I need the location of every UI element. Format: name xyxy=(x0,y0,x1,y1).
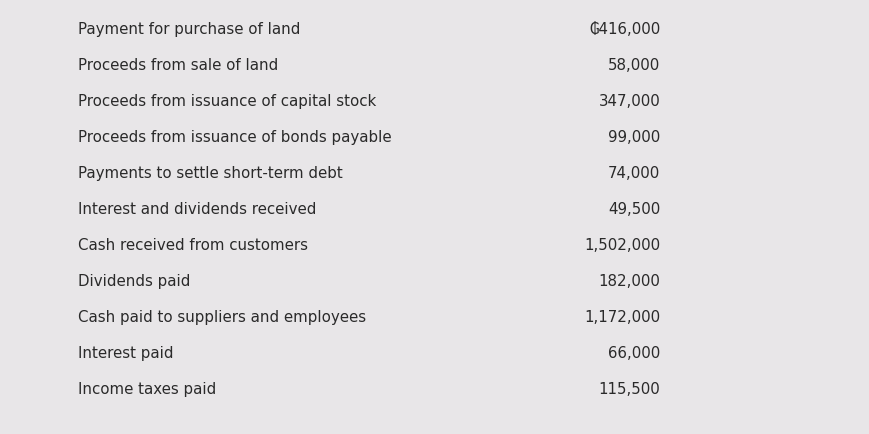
Text: 347,000: 347,000 xyxy=(599,94,660,109)
Text: 66,000: 66,000 xyxy=(608,345,660,360)
Text: 115,500: 115,500 xyxy=(599,381,660,396)
Text: Interest and dividends received: Interest and dividends received xyxy=(78,201,316,217)
Text: ₲416,000: ₲416,000 xyxy=(589,22,660,37)
Text: Payment for purchase of land: Payment for purchase of land xyxy=(78,22,301,37)
Text: 74,000: 74,000 xyxy=(608,166,660,181)
Text: 1,172,000: 1,172,000 xyxy=(584,309,660,324)
Text: 58,000: 58,000 xyxy=(608,58,660,73)
Text: Proceeds from sale of land: Proceeds from sale of land xyxy=(78,58,278,73)
Text: Cash received from customers: Cash received from customers xyxy=(78,237,308,253)
Text: 182,000: 182,000 xyxy=(599,273,660,288)
Text: Proceeds from issuance of capital stock: Proceeds from issuance of capital stock xyxy=(78,94,376,109)
Text: Interest paid: Interest paid xyxy=(78,345,174,360)
Text: 1,502,000: 1,502,000 xyxy=(584,237,660,253)
Text: Cash paid to suppliers and employees: Cash paid to suppliers and employees xyxy=(78,309,367,324)
Text: Dividends paid: Dividends paid xyxy=(78,273,190,288)
Text: Payments to settle short-term debt: Payments to settle short-term debt xyxy=(78,166,343,181)
Text: 49,500: 49,500 xyxy=(608,201,660,217)
Text: Proceeds from issuance of bonds payable: Proceeds from issuance of bonds payable xyxy=(78,130,392,145)
Text: Income taxes paid: Income taxes paid xyxy=(78,381,216,396)
Text: 99,000: 99,000 xyxy=(608,130,660,145)
